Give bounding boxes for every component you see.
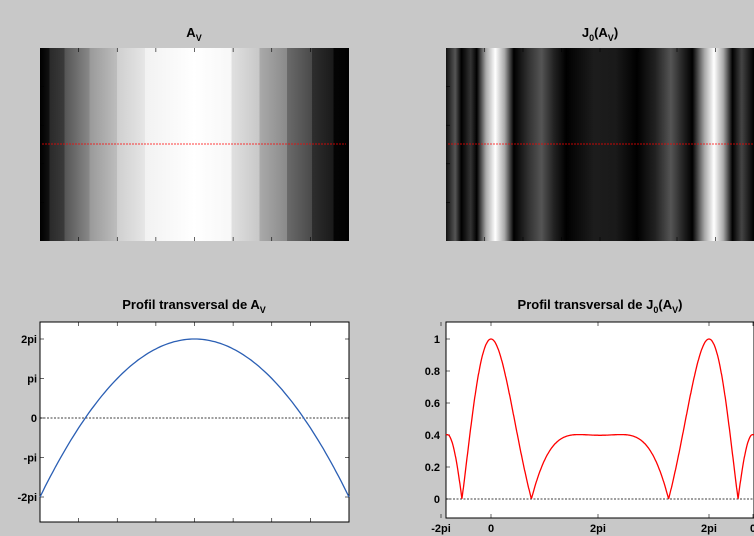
y-tick-label: pi	[27, 374, 37, 386]
y-tick-label: 0.6	[425, 398, 440, 410]
y-tick-label: -pi	[24, 453, 37, 465]
x-tick-label: 2pi	[701, 523, 717, 535]
y-tick-label: 2pi	[21, 334, 37, 346]
y-tick-label: 0	[31, 413, 37, 425]
x-tick-label: 0	[750, 523, 754, 535]
x-tick-label: -2pi	[431, 523, 451, 535]
plot-j-title: Profil transversal de J0(AV)	[518, 297, 683, 315]
x-tick-label: 2pi	[590, 523, 606, 535]
y-tick-label: 0.2	[425, 462, 440, 474]
image-j	[446, 48, 754, 241]
plot-j-axes	[446, 322, 754, 518]
image-a-title: AV	[186, 25, 201, 43]
x-tick-label: 0	[488, 523, 494, 535]
plot-a-title: Profil transversal de AV	[122, 297, 266, 315]
y-tick-label: 0.4	[425, 430, 441, 442]
plot-a-axes	[40, 322, 349, 522]
image-a	[40, 48, 349, 241]
y-tick-label: 1	[434, 334, 440, 346]
y-tick-label: 0.8	[425, 366, 440, 378]
image-j-title: J0(AV)	[582, 25, 618, 43]
y-tick-label: 0	[434, 494, 440, 506]
y-tick-label: -2pi	[17, 492, 37, 504]
